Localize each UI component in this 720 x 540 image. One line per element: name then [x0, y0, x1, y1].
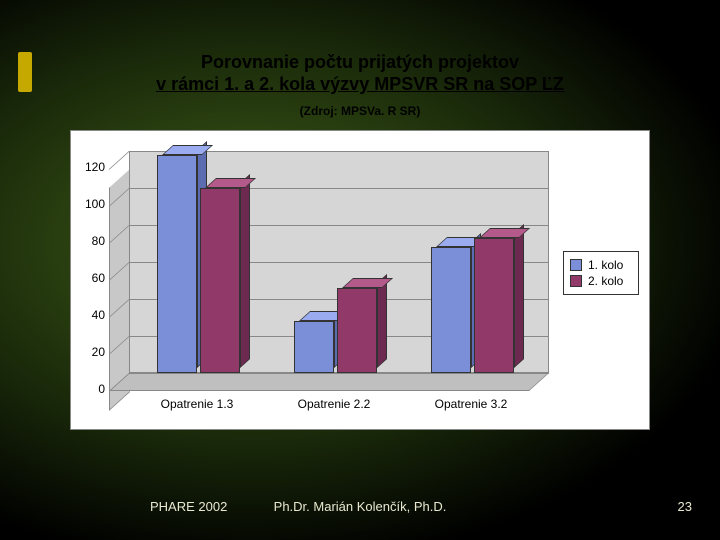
y-tick-label: 20	[77, 345, 105, 359]
legend-item-2: 2. kolo	[570, 274, 632, 288]
y-tick-label: 60	[77, 271, 105, 285]
legend-swatch-1	[570, 259, 582, 271]
footer-center: Ph.Dr. Marián Kolenčík, Ph.D.	[0, 499, 720, 514]
legend-item-1: 1. kolo	[570, 258, 632, 272]
bar	[200, 188, 240, 373]
slide-title: Porovnanie počtu prijatých projektov v r…	[0, 52, 720, 95]
y-tick-label: 40	[77, 308, 105, 322]
y-tick-label: 80	[77, 234, 105, 248]
x-label: Opatrenie 1.3	[147, 397, 247, 411]
legend-label-2: 2. kolo	[588, 274, 623, 288]
y-tick-label: 0	[77, 382, 105, 396]
x-label: Opatrenie 2.2	[284, 397, 384, 411]
bar	[474, 238, 514, 373]
bar	[294, 321, 334, 373]
legend-swatch-2	[570, 275, 582, 287]
bar	[157, 155, 197, 373]
title-line-1: Porovnanie počtu prijatých projektov	[0, 52, 720, 74]
title-line-2: v rámci 1. a 2. kola výzvy MPSVR SR na S…	[0, 74, 720, 96]
bar	[337, 288, 377, 373]
plot-area: 020406080100120 Opatrenie 1.3Opatrenie 2…	[129, 151, 549, 391]
bar	[431, 247, 471, 373]
source-line: (Zdroj: MPSVa. R SR)	[0, 104, 720, 118]
chart-legend: 1. kolo 2. kolo	[563, 251, 639, 295]
slide: Porovnanie počtu prijatých projektov v r…	[0, 0, 720, 540]
y-tick-label: 120	[77, 160, 105, 174]
footer-right: 23	[678, 499, 692, 514]
chart-container: 0 20 40 60 80 100 120 Opatrenie 1.3 Opatrenie 2…	[70, 130, 650, 430]
grid-line-side	[109, 151, 129, 170]
legend-label-1: 1. kolo	[588, 258, 623, 272]
y-tick-label: 100	[77, 197, 105, 211]
chart-floor	[109, 373, 549, 391]
x-label: Opatrenie 3.2	[421, 397, 521, 411]
grid-line	[129, 373, 549, 374]
